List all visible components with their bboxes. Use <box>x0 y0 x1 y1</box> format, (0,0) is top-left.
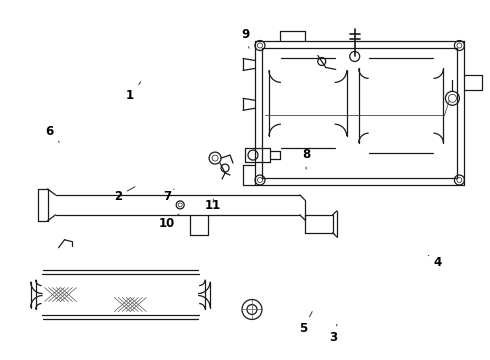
Text: 8: 8 <box>302 148 310 169</box>
Text: 11: 11 <box>205 199 221 212</box>
Text: 9: 9 <box>241 28 249 48</box>
Text: 4: 4 <box>428 255 442 269</box>
Text: 10: 10 <box>159 214 179 230</box>
Text: 6: 6 <box>46 125 59 142</box>
Text: 1: 1 <box>126 82 141 102</box>
Text: 3: 3 <box>329 324 337 344</box>
Text: 7: 7 <box>163 189 174 203</box>
Text: 2: 2 <box>114 187 135 203</box>
Text: 5: 5 <box>299 312 312 335</box>
